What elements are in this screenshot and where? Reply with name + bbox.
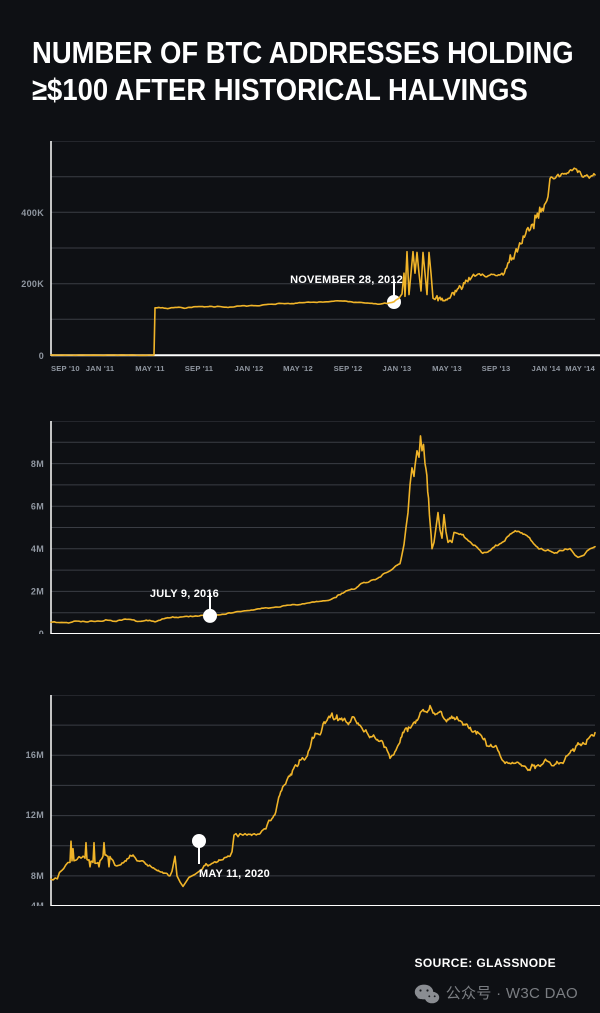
svg-text:SEP '12: SEP '12 — [334, 364, 363, 373]
svg-text:JAN '11: JAN '11 — [86, 364, 115, 373]
svg-text:400K: 400K — [21, 208, 44, 218]
svg-text:JAN '14: JAN '14 — [532, 364, 562, 373]
svg-text:SEP '13: SEP '13 — [482, 364, 511, 373]
svg-text:JULY 9, 2016: JULY 9, 2016 — [150, 588, 219, 600]
svg-text:MAY '13: MAY '13 — [432, 364, 462, 373]
svg-text:12M: 12M — [26, 810, 44, 820]
svg-text:4M: 4M — [31, 544, 44, 554]
svg-text:2M: 2M — [31, 587, 44, 597]
svg-text:MAY 11, 2020: MAY 11, 2020 — [199, 868, 270, 880]
svg-text:0: 0 — [39, 351, 44, 361]
svg-text:4M: 4M — [31, 901, 44, 906]
svg-text:MAY '11: MAY '11 — [135, 364, 165, 373]
svg-text:SEP '10: SEP '10 — [51, 364, 80, 373]
svg-text:200K: 200K — [21, 279, 44, 289]
svg-text:6M: 6M — [31, 502, 44, 512]
svg-text:NOVEMBER 28, 2012: NOVEMBER 28, 2012 — [290, 274, 403, 286]
svg-text:MAY '12: MAY '12 — [283, 364, 313, 373]
svg-text:8M: 8M — [31, 459, 44, 469]
svg-text:JAN '12: JAN '12 — [235, 364, 264, 373]
svg-text:MAY '14: MAY '14 — [565, 364, 595, 373]
svg-text:JAN '13: JAN '13 — [383, 364, 412, 373]
svg-text:16M: 16M — [26, 750, 44, 760]
svg-text:8M: 8M — [31, 871, 44, 881]
svg-text:SEP '11: SEP '11 — [185, 364, 214, 373]
svg-text:0: 0 — [39, 629, 44, 634]
